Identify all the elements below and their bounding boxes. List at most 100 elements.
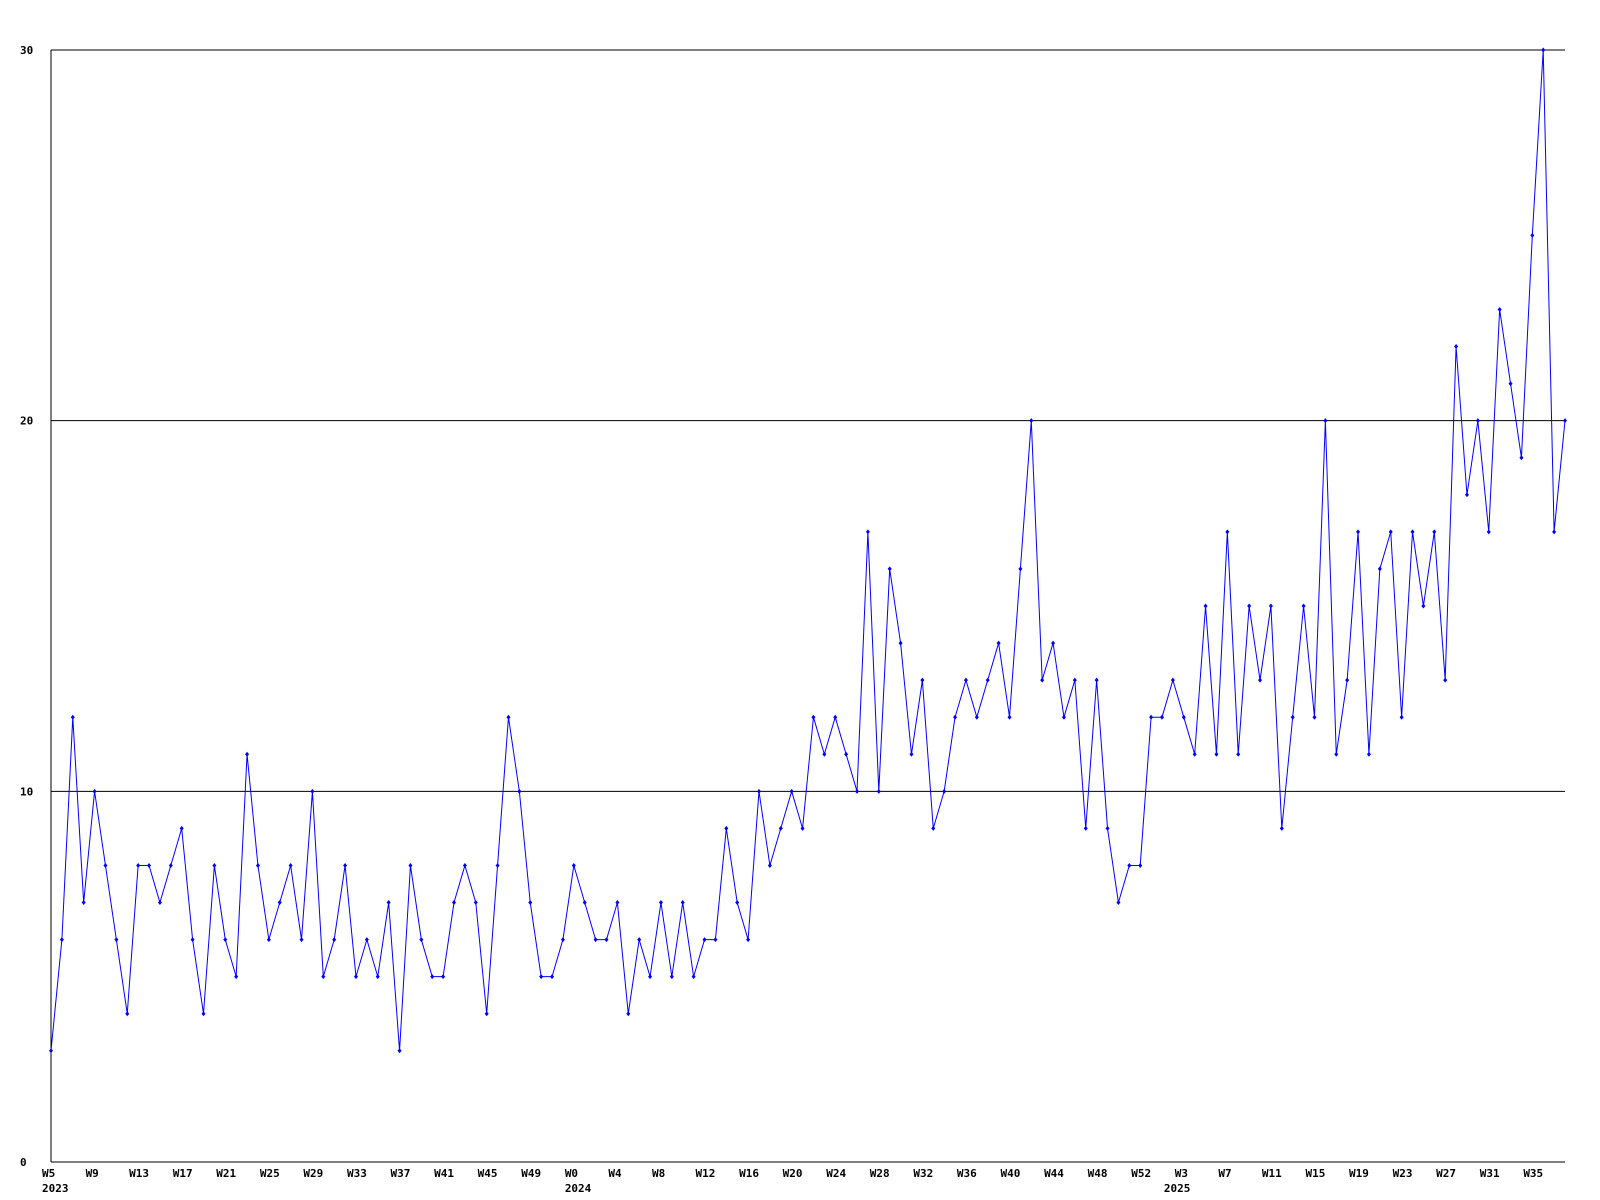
data-point [822,751,827,757]
data-point [800,825,805,831]
data-point [756,788,761,794]
data-point [1018,566,1023,572]
data-point [811,714,816,720]
data-point [1203,603,1208,609]
data-point [1541,47,1546,53]
data-point [452,900,457,906]
data-point [1094,677,1099,683]
data-point [1519,455,1524,461]
data-point [1225,529,1230,535]
data-point [1040,677,1045,683]
data-point [441,974,446,980]
x-tick-label: W48 [1088,1167,1108,1180]
data-point [473,900,478,906]
data-point [1192,751,1197,757]
data-point [833,714,838,720]
data-point [942,788,947,794]
data-point [1334,751,1339,757]
data-point [1029,418,1034,424]
data-point [582,900,587,906]
data-point [1051,640,1056,646]
x-tick-label: W19 [1349,1167,1369,1180]
x-tick-label: W40 [1001,1167,1021,1180]
data-point [1464,492,1469,498]
data-point [746,937,751,943]
data-point [114,937,119,943]
data-point [495,862,500,868]
data-point [1486,529,1491,535]
x-tick-label: W31 [1480,1167,1500,1180]
data-point [49,1048,53,1054]
data-point [1399,714,1404,720]
data-point [1138,862,1143,868]
data-point [59,937,64,943]
x-year-label: 2023 [42,1182,69,1195]
data-point [212,862,217,868]
data-point [920,677,925,683]
data-point [1377,566,1382,572]
data-point [1236,751,1241,757]
x-tick-label: W5 [42,1167,55,1180]
data-point [277,900,282,906]
data-point [1105,825,1110,831]
data-point [778,825,783,831]
x-tick-label: W13 [129,1167,149,1180]
data-point [539,974,544,980]
x-tick-label: W17 [173,1167,193,1180]
data-point [81,900,86,906]
data-point [1149,714,1154,720]
x-tick-label: W41 [434,1167,454,1180]
data-point [767,862,772,868]
data-point [223,937,228,943]
data-point [1443,677,1448,683]
x-tick-label: W44 [1044,1167,1064,1180]
data-point [364,937,369,943]
data-point [288,862,293,868]
x-tick-label: W7 [1218,1167,1231,1180]
data-point [136,862,141,868]
y-tick-label: 0 [20,1156,27,1169]
data-point [168,862,173,868]
data-point [963,677,968,683]
data-point [1323,418,1328,424]
data-point [103,862,108,868]
data-point [1356,529,1361,535]
data-point [637,937,642,943]
data-point [397,1048,402,1054]
x-tick-label: W36 [957,1167,977,1180]
data-point [855,788,860,794]
data-point [1475,418,1480,424]
x-tick-label: W33 [347,1167,367,1180]
x-tick-label: W29 [303,1167,323,1180]
data-point [408,862,413,868]
data-point [550,974,555,980]
data-point [125,1011,130,1017]
data-point [386,900,391,906]
data-point [1366,751,1371,757]
data-point [234,974,239,980]
data-point [157,900,162,906]
data-point [517,788,522,794]
x-tick-label: W9 [86,1167,99,1180]
data-point [1279,825,1284,831]
data-point [506,714,511,720]
data-point [865,529,870,535]
data-point [953,714,958,720]
x-tick-label: W52 [1131,1167,1151,1180]
data-point [724,825,729,831]
x-tick-label: W28 [870,1167,890,1180]
data-point [931,825,936,831]
x-tick-label: W24 [826,1167,846,1180]
data-point [343,862,348,868]
data-point [680,900,685,906]
data-point [1312,714,1317,720]
data-point [1497,306,1502,312]
y-tick-label: 10 [20,785,33,798]
data-point [375,974,380,980]
data-point [1170,677,1175,683]
data-point [266,937,271,943]
data-point [713,937,718,943]
data-point [1268,603,1273,609]
data-point [310,788,315,794]
